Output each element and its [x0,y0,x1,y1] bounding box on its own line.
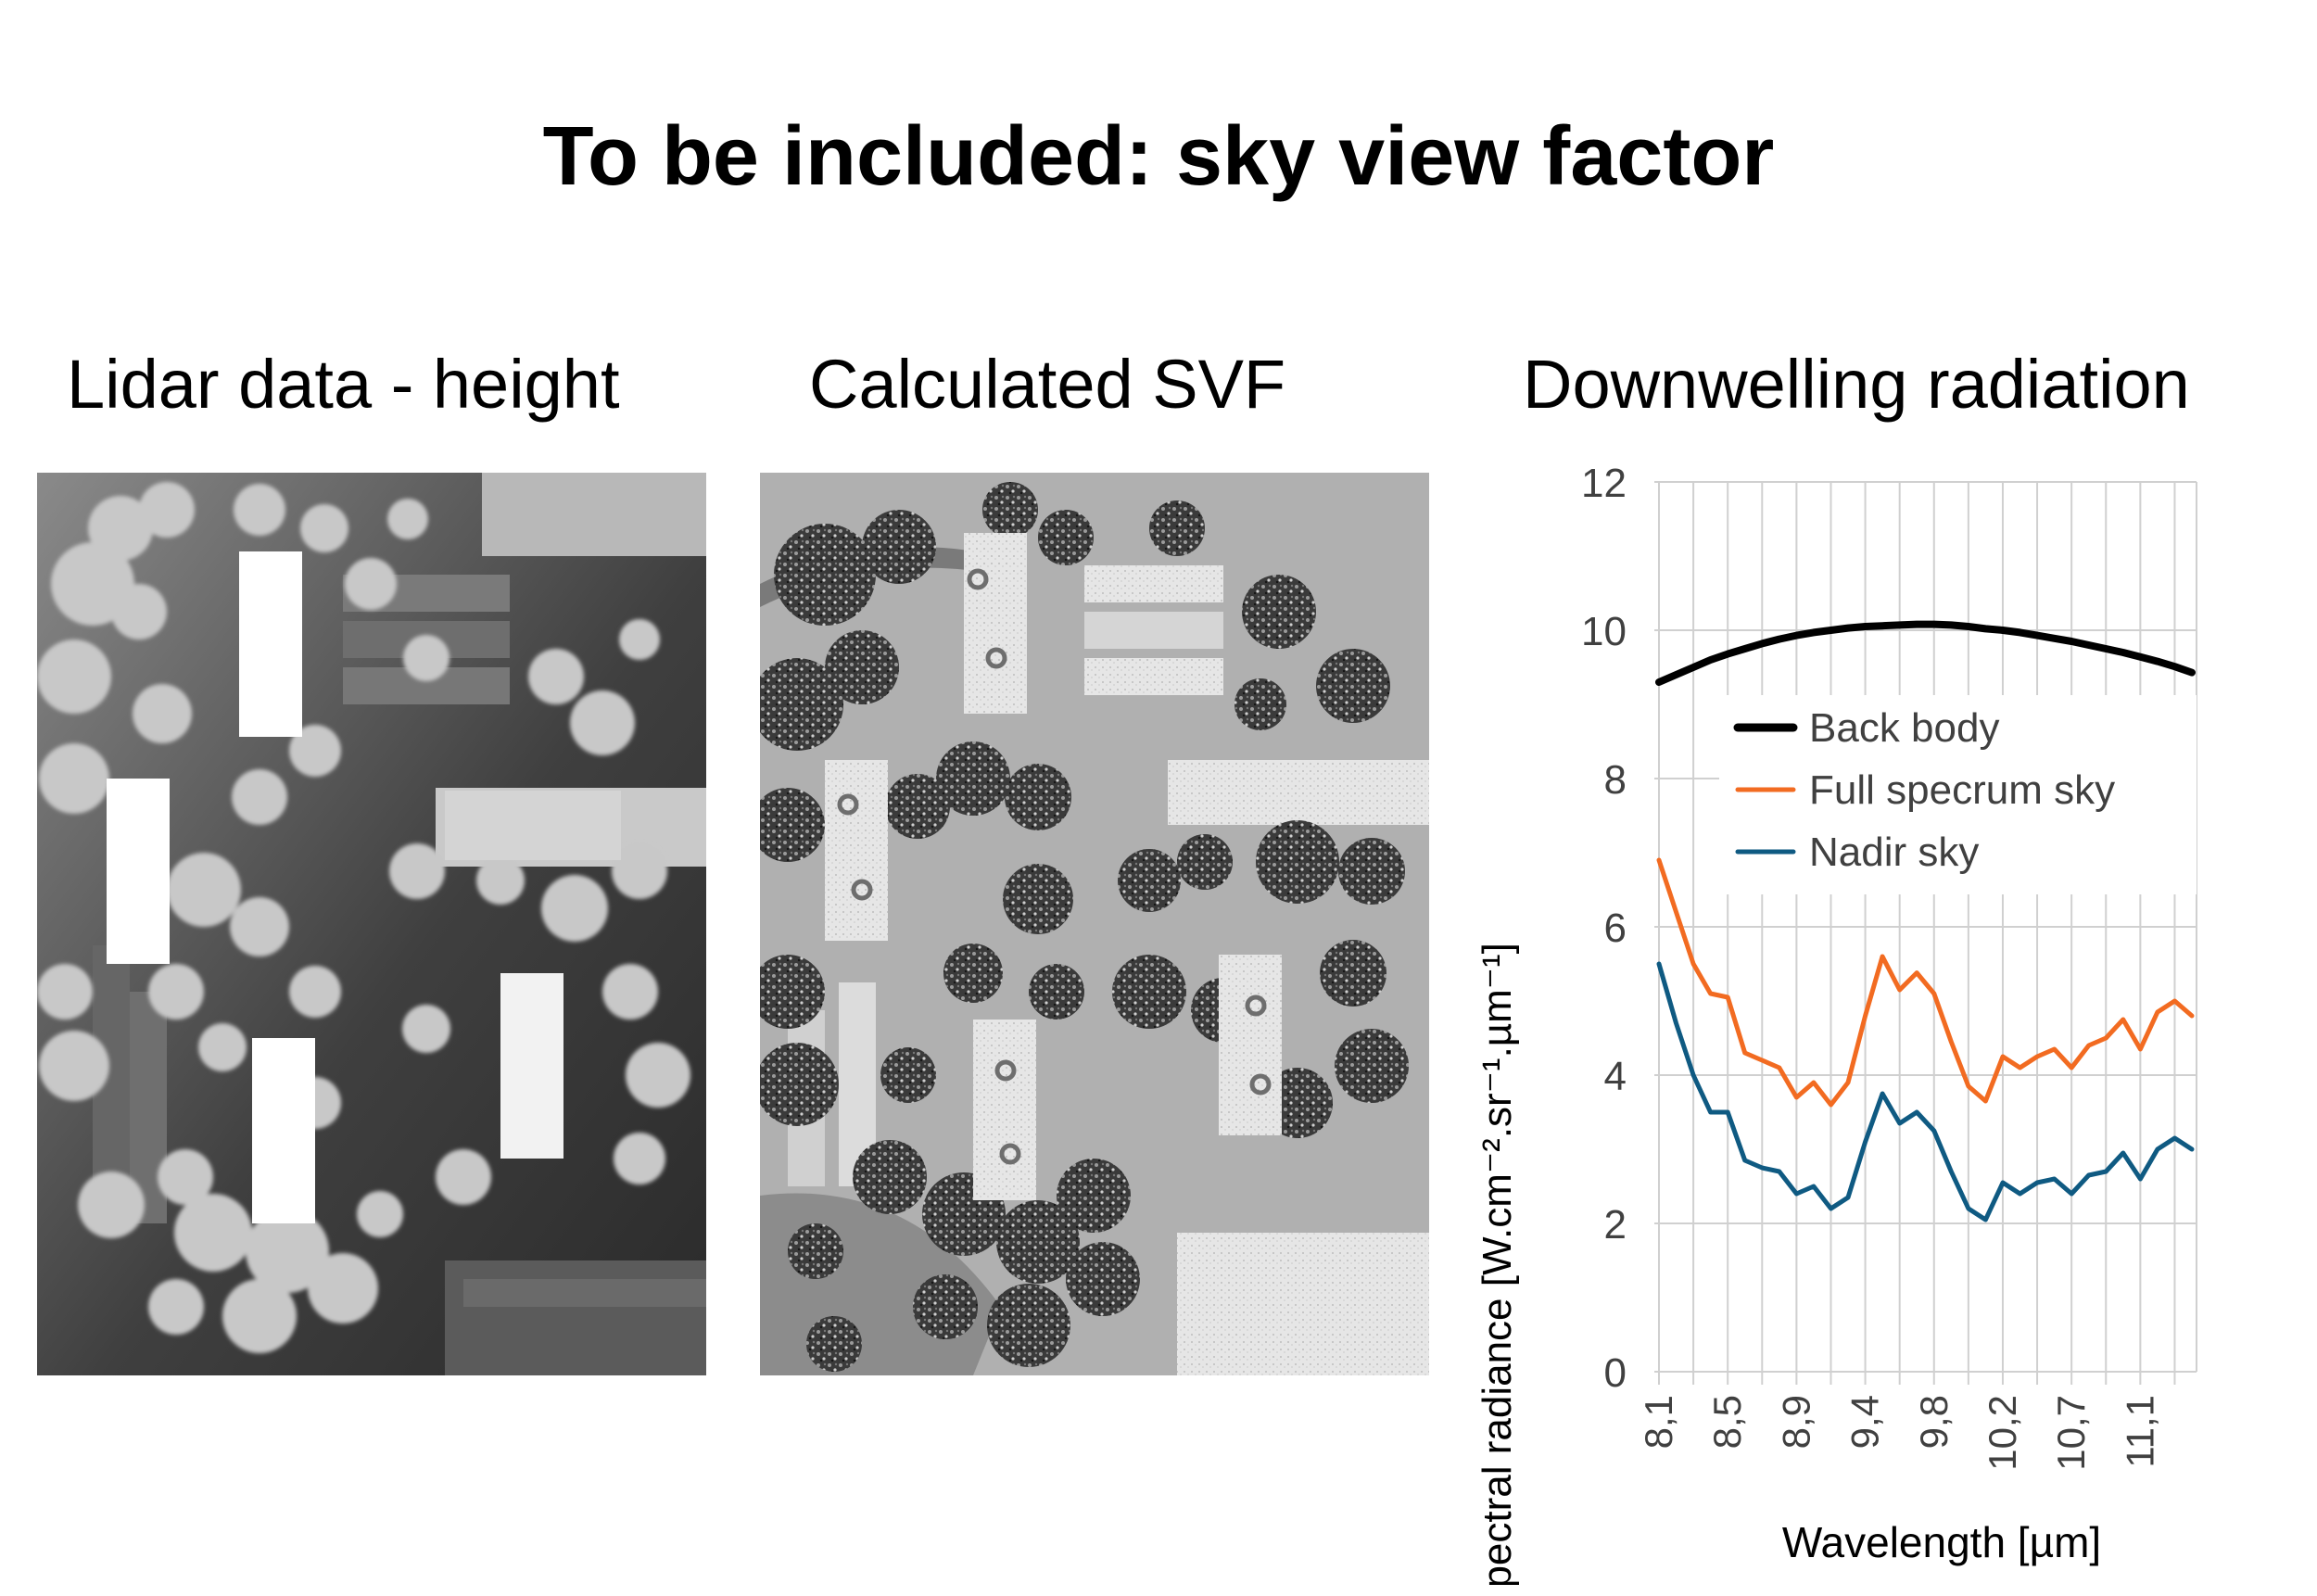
x-tick-label: 8,5 [1705,1395,1749,1449]
chart-series [1655,620,2196,1222]
x-tick-label: 10,2 [1981,1395,2024,1471]
x-tick-label: 11,1 [2118,1395,2161,1468]
legend-label: Full specrum sky [1809,767,2115,813]
legend-label: Back body [1809,705,1999,751]
y-tick-label: 2 [1604,1202,1627,1248]
svf-panel-title: Calculated SVF [809,346,1286,423]
x-axis-ticks: 8,1 8,5 8,9 9,4 9,8 10,2 10,7 11,1 [1637,1395,2161,1471]
x-tick-label: 8,1 [1637,1395,1680,1449]
y-tick-label: 6 [1604,906,1627,951]
slide-title: To be included: sky view factor [542,110,1775,203]
y-tick-label: 10 [1581,609,1627,654]
y-axis-ticks: 0 2 4 6 8 10 12 [1581,461,1627,1396]
chart-legend: Back body Full specrum sky Nadir sky [1719,695,2197,894]
y-tick-label: 12 [1581,461,1627,506]
radiation-panel-title: Downwelling radiation [1523,346,2190,423]
x-tick-label: 8,9 [1774,1395,1817,1449]
x-tick-label: 10,7 [2049,1395,2093,1471]
series-line-nadir-sky [1656,961,2195,1222]
x-tick-label: 9,4 [1843,1395,1887,1449]
series-line-back-body [1655,620,2196,686]
legend-label: Nadir sky [1809,830,1979,875]
svf-image [760,473,1429,1375]
chart-grid [1654,481,2197,1385]
y-tick-label: 0 [1604,1350,1627,1396]
lidar-height-image [37,473,706,1375]
lidar-panel-title: Lidar data - height [67,346,620,423]
y-axis-label: Spectral radiance [W.cm⁻².sr⁻¹.µm⁻¹] [1475,943,1520,1585]
x-tick-label: 9,8 [1912,1395,1956,1449]
y-tick-label: 4 [1604,1054,1627,1099]
y-tick-label: 8 [1604,757,1627,803]
legend-box [1719,695,2197,894]
x-axis-label: Wavelength [µm] [1782,1518,2101,1566]
series-line-full-specrum-sky [1656,857,2195,1108]
downwelling-radiation-chart: 0 2 4 6 8 10 12 8,1 8,5 8,9 9,4 9,8 10,2 10,7 11,1 Ba… [1475,461,2197,1585]
